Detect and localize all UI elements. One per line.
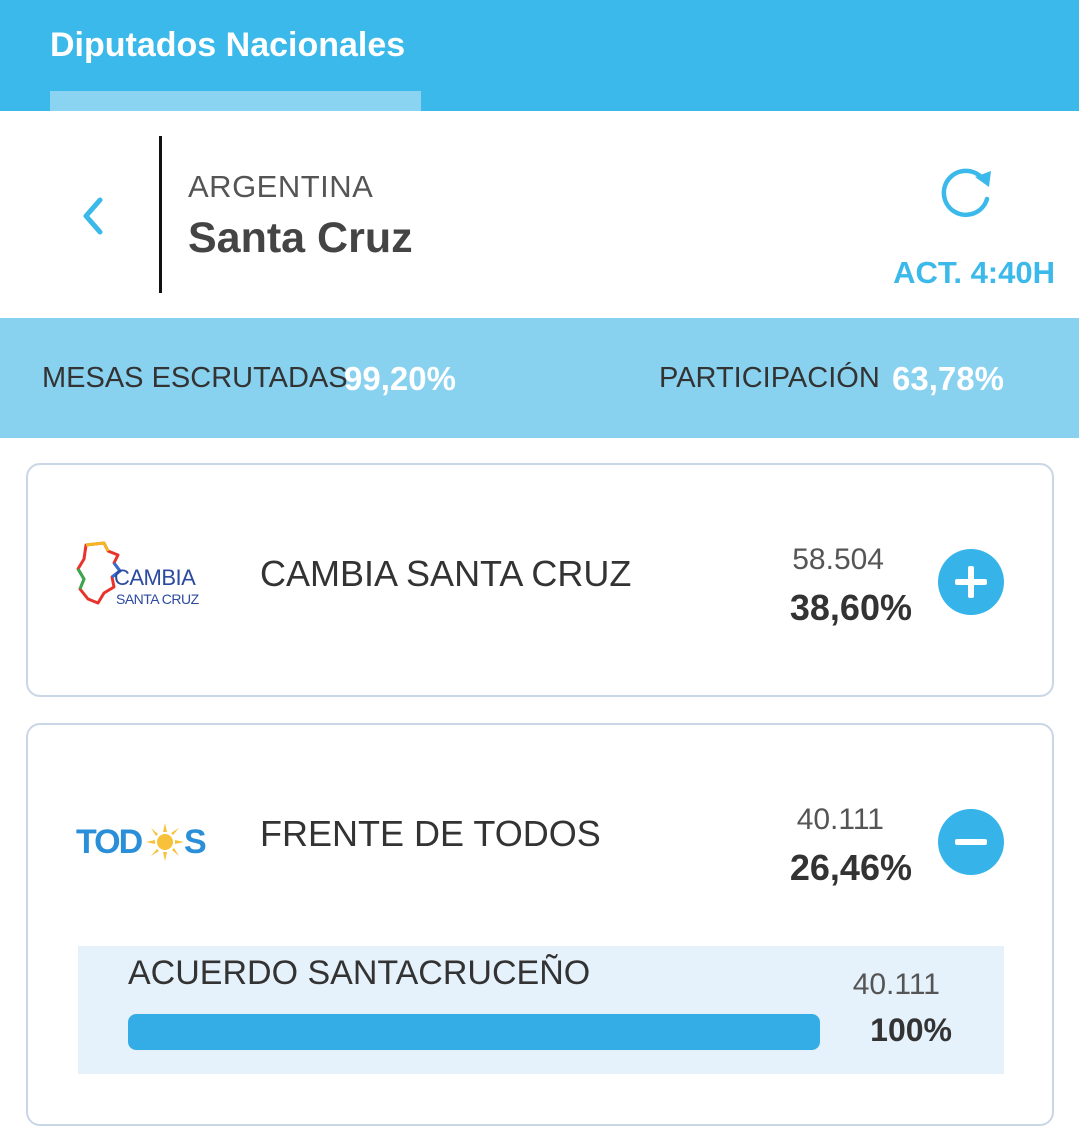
collapse-button[interactable] xyxy=(938,809,1004,875)
logo-text-main: CAMBIA xyxy=(114,565,196,590)
province-map-icon xyxy=(76,541,123,605)
chevron-left-icon xyxy=(83,197,103,235)
party-card[interactable]: CAMBIA SANTA CRUZ CAMBIA SANTA CRUZ 58.5… xyxy=(26,463,1054,697)
tab-label: Diputados Nacionales xyxy=(50,26,406,64)
participacion-value: 63,78% xyxy=(892,360,1004,397)
party-percent: 38,60% xyxy=(789,587,912,628)
country-label: ARGENTINA xyxy=(188,169,374,204)
party-percent: 26,46% xyxy=(789,847,912,888)
list-votes: 40.111 xyxy=(852,968,940,1001)
last-updated: ACT. 4:40H xyxy=(893,255,1055,290)
party-votes: 40.111 xyxy=(796,803,884,836)
mesas-label: MESAS ESCRUTADAS xyxy=(42,362,348,394)
cambia-santa-cruz-logo: CAMBIA SANTA CRUZ xyxy=(74,541,220,611)
list-item: ACUERDO SANTACRUCEÑO 40.111 100% xyxy=(78,946,1004,1074)
logo-text-sub: SANTA CRUZ xyxy=(116,591,199,607)
location-header: ARGENTINA Santa Cruz ACT. 4:40H xyxy=(0,111,1079,318)
party-name: FRENTE DE TODOS xyxy=(260,813,601,854)
tab-diputados-nacionales[interactable]: Diputados Nacionales xyxy=(50,0,421,111)
party-votes: 58.504 xyxy=(792,543,884,576)
logo-text-right: S xyxy=(184,823,207,861)
participacion-label: PARTICIPACIÓN xyxy=(659,362,880,394)
refresh-icon xyxy=(941,168,991,218)
mesas-value: 99,20% xyxy=(344,360,456,397)
top-bar: Diputados Nacionales xyxy=(0,0,1079,111)
active-tab-indicator xyxy=(50,91,421,111)
logo-text-left: TOD xyxy=(76,823,143,861)
stats-bar: MESAS ESCRUTADAS 99,20% PARTICIPACIÓN 63… xyxy=(0,318,1079,438)
header-divider xyxy=(159,136,162,293)
refresh-button[interactable] xyxy=(935,163,997,223)
back-button[interactable] xyxy=(70,191,116,241)
party-name: CAMBIA SANTA CRUZ xyxy=(260,553,632,594)
sun-icon xyxy=(146,823,184,861)
list-progress-fill xyxy=(128,1014,820,1050)
frente-de-todos-logo: TOD S xyxy=(76,821,226,865)
party-card[interactable]: TOD S FRENTE DE TODOS 40.111 26,46% ACUE… xyxy=(26,723,1054,1126)
province-title: Santa Cruz xyxy=(188,214,413,262)
list-percent: 100% xyxy=(870,1012,952,1048)
list-name: ACUERDO SANTACRUCEÑO xyxy=(128,954,591,992)
expand-button[interactable] xyxy=(938,549,1004,615)
list-progress-bar xyxy=(128,1014,820,1050)
